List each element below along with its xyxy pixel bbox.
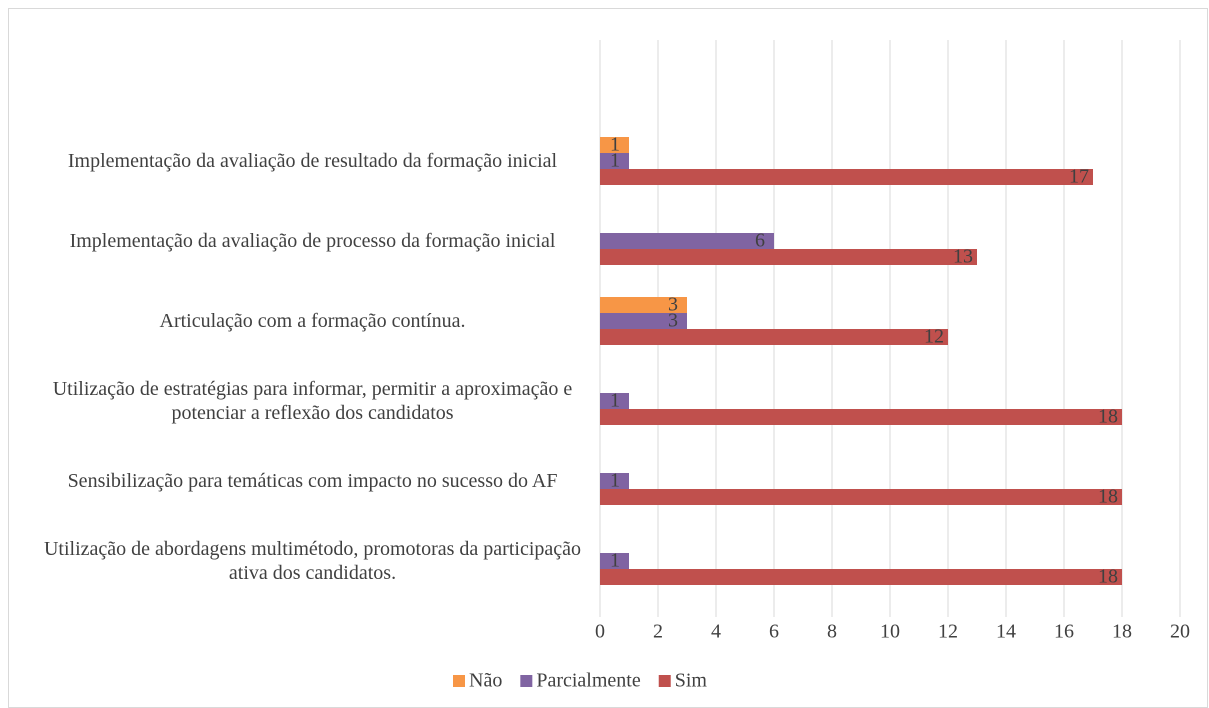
bar bbox=[600, 473, 629, 489]
bar bbox=[600, 393, 629, 409]
bar bbox=[600, 553, 629, 569]
x-tick-label: 4 bbox=[711, 621, 721, 643]
bar bbox=[600, 297, 687, 313]
x-tick-label: 12 bbox=[938, 621, 958, 643]
bar bbox=[600, 137, 629, 153]
legend-swatch bbox=[453, 675, 465, 687]
x-tick-label: 0 bbox=[595, 621, 605, 643]
data-label: 18 bbox=[1098, 406, 1118, 428]
x-tick-label: 8 bbox=[827, 621, 837, 643]
bar bbox=[600, 409, 1122, 425]
data-label: 13 bbox=[953, 246, 973, 268]
x-tick-label: 10 bbox=[880, 621, 900, 643]
bar bbox=[600, 233, 774, 249]
x-tick-label: 6 bbox=[769, 621, 779, 643]
bar bbox=[600, 249, 977, 265]
bar bbox=[600, 569, 1122, 585]
y-tick-label: Utilização de estratégias para informar,… bbox=[52, 378, 573, 424]
bar bbox=[600, 169, 1093, 185]
data-label: 1 bbox=[610, 134, 620, 156]
legend-swatch bbox=[658, 675, 671, 687]
x-tick-label: 20 bbox=[1170, 621, 1190, 643]
y-tick-label: Implementação da avaliação de processo d… bbox=[69, 230, 556, 252]
x-tick-label: 16 bbox=[1054, 621, 1074, 643]
x-tick-label: 18 bbox=[1112, 621, 1132, 643]
data-label: 3 bbox=[668, 310, 678, 332]
y-tick-label: Sensibilização para temáticas com impact… bbox=[67, 470, 558, 492]
bar bbox=[600, 313, 687, 329]
data-label: 18 bbox=[1098, 566, 1118, 588]
data-label: 3 bbox=[668, 294, 678, 316]
legend-label: Não bbox=[469, 670, 502, 692]
legend-label: Parcialmente bbox=[536, 670, 641, 692]
x-tick-label: 2 bbox=[653, 621, 663, 643]
bar bbox=[600, 489, 1122, 505]
y-tick-label: Articulação com a formação contínua. bbox=[159, 310, 466, 332]
data-label: 18 bbox=[1098, 486, 1118, 508]
y-tick-label: Implementação da avaliação de resultado … bbox=[67, 150, 558, 172]
legend-label: Sim bbox=[675, 670, 708, 692]
data-label: 6 bbox=[755, 230, 765, 252]
data-label: 12 bbox=[924, 326, 944, 348]
y-tick-label: Utilização de abordagens multimétodo, pr… bbox=[43, 538, 582, 584]
bar bbox=[600, 153, 629, 169]
data-label: 1 bbox=[610, 150, 620, 172]
data-label: 1 bbox=[610, 390, 620, 412]
data-label: 1 bbox=[610, 470, 620, 492]
legend-swatch bbox=[520, 675, 533, 687]
x-tick-label: 14 bbox=[996, 621, 1016, 643]
data-label: 1 bbox=[610, 550, 620, 572]
data-label: 17 bbox=[1069, 166, 1089, 188]
bar bbox=[600, 329, 948, 345]
